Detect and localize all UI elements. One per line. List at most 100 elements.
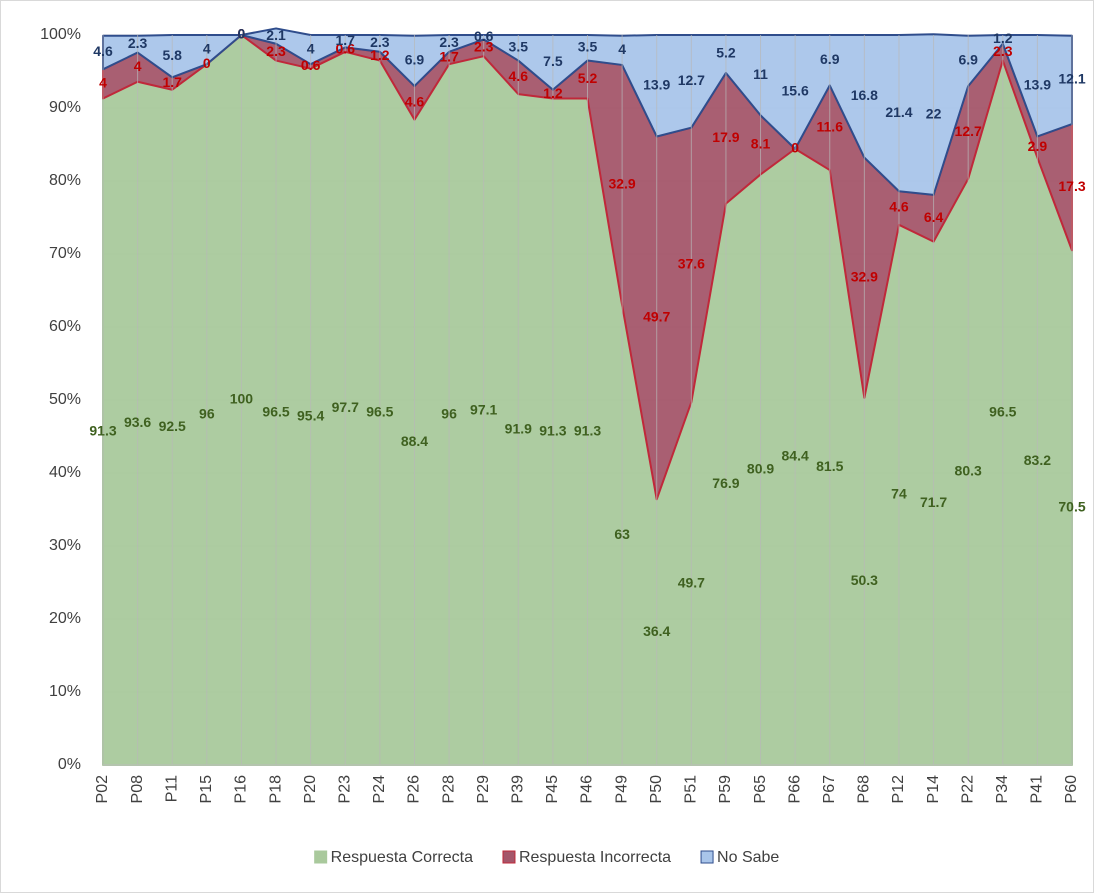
data-label: 92.5	[159, 418, 186, 434]
data-label: 74	[891, 486, 907, 502]
data-label: 0	[791, 140, 799, 156]
data-label: 0.6	[336, 40, 356, 56]
data-label: 6.9	[820, 51, 840, 67]
data-label: 3.5	[509, 38, 529, 54]
data-label: 96	[199, 405, 215, 421]
y-tick-label: 60%	[49, 318, 81, 335]
data-label: 4	[203, 40, 211, 56]
x-tick-label: P59	[717, 775, 734, 804]
data-label: 1.2	[543, 85, 563, 101]
data-label: 80.3	[955, 463, 982, 479]
data-label: 17.9	[712, 129, 739, 145]
legend-label: No Sabe	[717, 849, 779, 866]
data-label: 4	[618, 41, 626, 57]
x-tick-label: P20	[302, 775, 319, 804]
data-label: 0.6	[474, 28, 494, 44]
x-tick-label: P08	[129, 775, 146, 804]
data-label: 12.7	[955, 123, 982, 139]
data-label: 2.3	[266, 43, 286, 59]
data-label: 96	[441, 405, 457, 421]
y-tick-label: 30%	[49, 537, 81, 554]
legend-swatch	[314, 850, 328, 864]
x-tick-label: P14	[925, 775, 942, 804]
data-label: 2.9	[1028, 138, 1048, 154]
data-label: 63	[614, 526, 630, 542]
y-tick-label: 0%	[58, 756, 81, 773]
x-tick-label: P29	[475, 775, 492, 804]
data-label: 70.5	[1058, 498, 1085, 514]
data-label: 88.4	[401, 433, 428, 449]
data-label: 81.5	[816, 458, 843, 474]
data-label: 91.9	[505, 420, 532, 436]
data-label: 0	[203, 55, 211, 71]
data-label: 83.2	[1024, 452, 1051, 468]
y-tick-label: 40%	[49, 464, 81, 481]
data-label: 49.7	[643, 309, 670, 325]
data-label: 100	[230, 391, 254, 407]
data-label: 11	[753, 66, 768, 82]
x-tick-label: P11	[163, 775, 180, 802]
data-label: 96.5	[262, 403, 289, 419]
data-label: 71.7	[920, 494, 947, 510]
y-tick-label: 100%	[40, 26, 81, 43]
data-label: 1.2	[370, 47, 390, 63]
data-label: 2.3	[128, 35, 148, 51]
legend-swatch	[502, 850, 516, 864]
x-tick-label: P15	[198, 775, 215, 804]
data-label: 91.3	[539, 422, 566, 438]
y-tick-label: 80%	[49, 172, 81, 189]
data-label: 1.7	[439, 49, 459, 65]
x-tick-label: P34	[994, 775, 1011, 804]
data-label: 76.9	[712, 475, 739, 491]
data-label: 97.1	[470, 401, 497, 417]
x-tick-label: P39	[510, 775, 527, 804]
data-label: 4.6	[509, 68, 529, 84]
data-label: 0.6	[301, 57, 321, 73]
data-label: 36.4	[643, 623, 670, 639]
x-tick-label: P67	[821, 775, 838, 804]
data-label: 49.7	[678, 574, 705, 590]
y-tick-label: 20%	[49, 610, 81, 627]
data-label: 4	[134, 58, 142, 74]
data-label: 2.3	[370, 34, 390, 50]
data-label: 2.3	[474, 38, 494, 54]
data-label: 16.8	[851, 87, 878, 103]
data-label: 5.2	[716, 45, 736, 61]
data-label: 80.9	[747, 460, 774, 476]
data-label: 11.6	[817, 118, 844, 134]
x-tick-label: P24	[371, 775, 388, 804]
data-label: 91.3	[574, 422, 601, 438]
data-label: 5.8	[162, 47, 182, 63]
x-tick-label: P02	[94, 775, 111, 804]
x-tick-label: P22	[959, 775, 976, 804]
y-tick-label: 50%	[49, 391, 81, 408]
data-label: 4	[307, 40, 315, 56]
y-tick-label: 70%	[49, 245, 81, 262]
data-label: 8.1	[751, 136, 771, 152]
data-label: 6.4	[924, 209, 944, 225]
x-tick-label: P41	[1029, 775, 1046, 804]
data-label: 13.9	[1024, 76, 1051, 92]
legend-label: Respuesta Incorrecta	[519, 849, 671, 866]
x-tick-label: P66	[786, 775, 803, 804]
data-label: 96.5	[366, 403, 393, 419]
data-label: 1.7	[162, 74, 182, 90]
data-label: 4	[99, 75, 107, 91]
data-label: 17.3	[1058, 178, 1085, 194]
data-label: 13.9	[643, 76, 670, 92]
data-label: 96.5	[989, 403, 1016, 419]
y-tick-label: 90%	[49, 99, 81, 116]
x-tick-label: P12	[890, 775, 907, 804]
x-tick-label: P28	[440, 775, 457, 804]
x-tick-label: P46	[579, 775, 596, 804]
data-label: 4.6	[93, 43, 113, 59]
data-label: 0	[238, 26, 246, 42]
data-label: 12.1	[1058, 71, 1085, 87]
x-tick-label: P65	[752, 775, 769, 804]
x-tick-label: P18	[267, 775, 284, 804]
data-label: 2.3	[439, 34, 459, 50]
data-label: 6.9	[958, 52, 978, 68]
data-label: 4.6	[889, 199, 909, 215]
y-tick-label: 10%	[49, 683, 81, 700]
